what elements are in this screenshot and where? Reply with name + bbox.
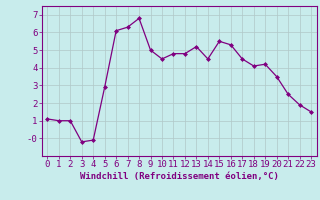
- X-axis label: Windchill (Refroidissement éolien,°C): Windchill (Refroidissement éolien,°C): [80, 172, 279, 181]
